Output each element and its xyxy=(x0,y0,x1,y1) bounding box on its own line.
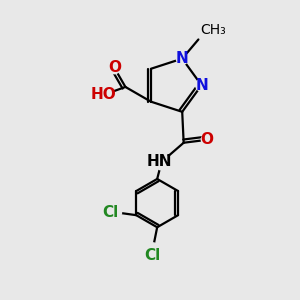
Text: N: N xyxy=(195,78,208,93)
Circle shape xyxy=(196,79,207,91)
Text: HO: HO xyxy=(90,87,116,102)
Text: Cl: Cl xyxy=(102,205,118,220)
Circle shape xyxy=(201,134,213,146)
Circle shape xyxy=(109,206,122,219)
Text: HN: HN xyxy=(147,154,172,169)
Text: O: O xyxy=(201,132,214,147)
Text: CH₃: CH₃ xyxy=(200,22,226,37)
Circle shape xyxy=(154,154,169,170)
Text: Cl: Cl xyxy=(145,248,161,263)
Text: O: O xyxy=(108,60,121,75)
Text: N: N xyxy=(176,51,189,66)
Circle shape xyxy=(176,53,188,64)
Circle shape xyxy=(109,62,120,74)
Circle shape xyxy=(97,86,112,102)
Circle shape xyxy=(146,243,159,256)
